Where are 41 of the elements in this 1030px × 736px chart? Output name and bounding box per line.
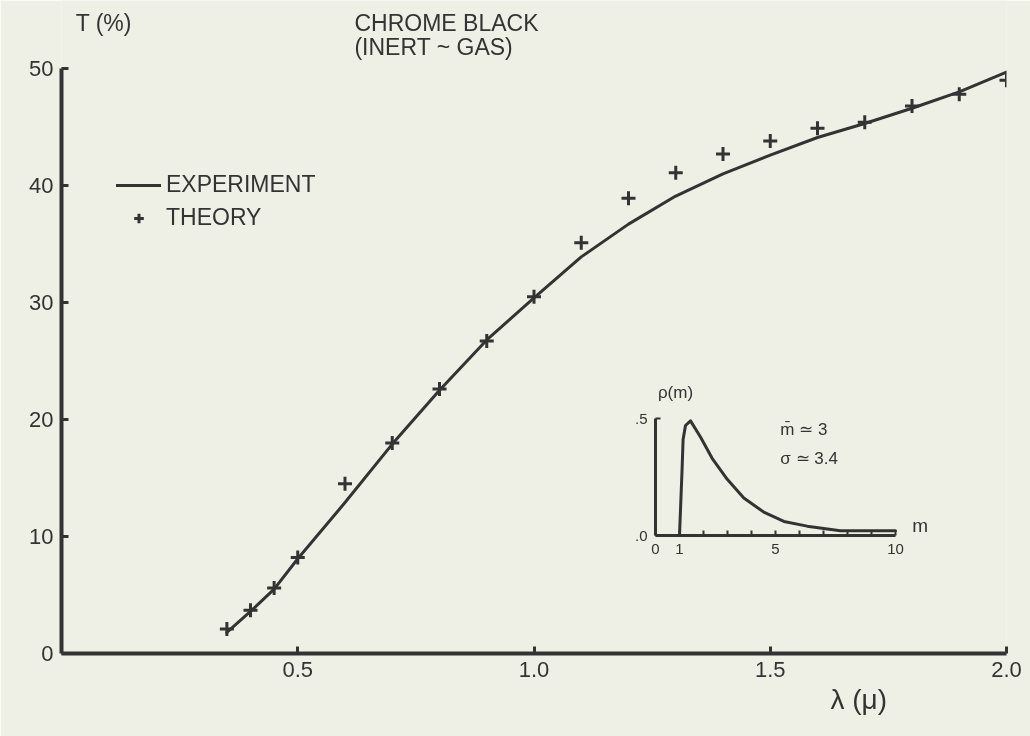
legend-label: THEORY [166,204,262,231]
y-tick-label: .5 [634,409,648,427]
y-tick-label: 50 [29,56,54,81]
x-tick-label: 1.5 [754,656,786,682]
y-tick-label: 30 [29,290,54,315]
y-axis-title: ρ(m) [657,383,694,403]
x-tick-label: 0.5 [282,656,314,682]
x-tick-label: 2.0 [991,656,1022,682]
x-tick-label: 10 [887,539,904,557]
legend-label: EXPERIMENT [166,171,316,198]
x-axis-title: m [912,514,929,536]
annotation: σ ≃ 3.4 [780,448,838,468]
y-tick-label: 40 [29,173,54,198]
point [714,145,732,163]
x-tick-label: 1 [675,539,684,557]
point [903,97,921,115]
x-axis-title: λ (μ) [830,683,888,715]
point [383,434,401,452]
point [809,119,826,137]
point [856,113,874,131]
point [620,189,637,207]
y-tick-label: 20 [29,407,54,432]
chart-subtitle: (INERT ~ GAS) [354,34,513,61]
x-tick-label: 1.0 [518,656,550,682]
point [242,601,259,619]
y-axis-title: T (%) [75,9,132,36]
x-tick-label: 5 [771,539,780,557]
point [289,549,307,567]
point [478,332,496,350]
point [950,85,968,103]
annotation: m̄ ≃ 3 [780,419,828,439]
point [336,475,354,493]
point [265,579,283,597]
point [761,132,779,150]
chart-title: CHROME BLACK [354,9,540,36]
x-tick-label: 0 [651,539,660,557]
point [525,288,543,306]
point [667,164,685,182]
point [572,234,590,252]
point [431,380,448,398]
y-tick-label: .0 [634,526,648,544]
